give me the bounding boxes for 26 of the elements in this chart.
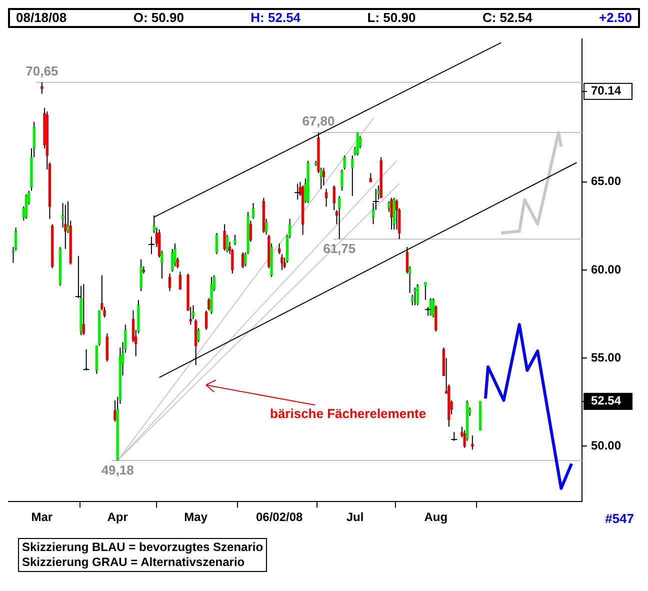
y-tick-label: 52.54 [591,394,622,408]
annotation: 70,65 [26,63,58,78]
text: H: 52.54 [250,10,301,26]
x-tick-label: May [184,510,208,524]
y-tick-label: 65.00 [591,174,622,188]
x-tick-label: 06/02/08 [256,510,304,524]
x-tick-label: Mar [31,510,53,524]
x-tick-label: Apr [107,510,128,524]
y-tick-label: 50.00 [591,438,622,452]
text: 08/18/08 [16,10,67,26]
text: Skizzierung BLAU = bevorzugtes Szenario [22,540,264,555]
text: C: 52.54 [482,10,532,26]
annotation: bärische Fächerelemente [270,406,426,421]
y-tick-label: 55.00 [591,350,622,364]
text: L: 50.90 [367,10,416,26]
annotation: 61,75 [323,241,356,256]
y-tick-label: 70.14 [591,84,622,98]
text: #547 [605,511,634,526]
y-tick-label: 60.00 [591,262,622,276]
x-tick-label: Jul [346,510,364,524]
text: Skizzierung GRAU = Alternativszenario [22,555,246,570]
annotation: 67,80 [302,114,335,129]
annotation: 49,18 [101,462,134,478]
x-tick-label: Aug [424,510,448,524]
text: +2.50 [599,10,632,26]
text: O: 50.90 [133,10,184,26]
